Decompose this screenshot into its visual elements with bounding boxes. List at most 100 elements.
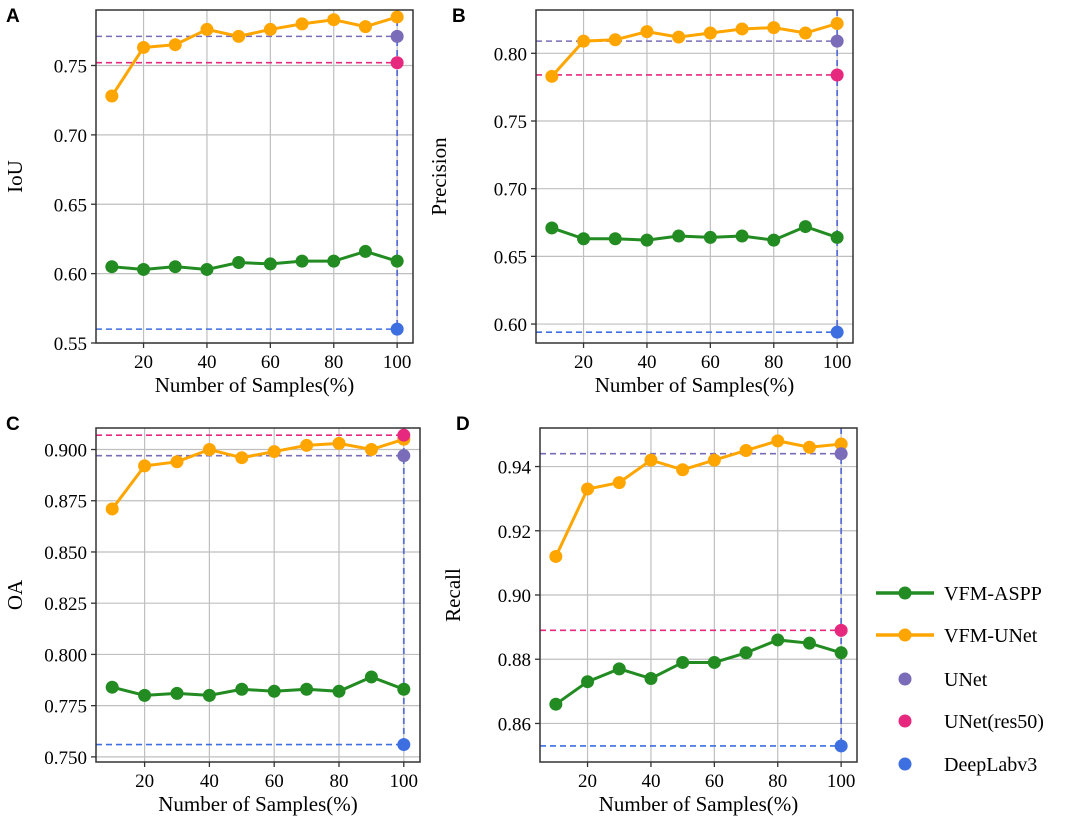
point-vfm-aspp <box>549 697 563 711</box>
point-unet <box>830 34 844 48</box>
legend-marker <box>898 628 912 642</box>
y-tick-label: 0.75 <box>54 57 87 78</box>
y-tick-label: 0.92 <box>498 522 531 543</box>
legend-label: UNet(res50) <box>944 711 1044 733</box>
y-axis-label: OA <box>3 579 27 610</box>
point-vfm-aspp <box>235 682 249 696</box>
x-tick-label: 100 <box>823 352 852 373</box>
point-vfm-unet <box>168 38 182 52</box>
point-vfm-unet <box>138 459 152 473</box>
point-vfm-aspp <box>767 233 781 247</box>
legend-marker <box>898 586 912 600</box>
point-vfm-unet <box>105 89 119 103</box>
y-tick-label: 0.750 <box>44 748 87 769</box>
series-line-vfm-aspp <box>111 249 398 271</box>
y-axis-label: Recall <box>441 568 465 622</box>
point-vfm-aspp <box>608 232 622 246</box>
y-tick-label: 0.70 <box>494 180 527 201</box>
point-vfm-aspp <box>735 229 749 243</box>
x-tick-label: 80 <box>330 771 349 792</box>
panel-b: B 20 40 60 80 100 0.60 0.65 0.70 0.75 0.80 Number o… <box>427 6 854 397</box>
panel-letter: C <box>6 414 20 435</box>
x-tick-label: 40 <box>200 771 219 792</box>
point-vfm-aspp <box>358 244 372 258</box>
point-unet-res50- <box>830 68 844 82</box>
point-vfm-unet <box>170 455 184 469</box>
y-tick-label: 0.94 <box>498 458 532 479</box>
panel-c: C 20 40 60 80 100 0.750 0.775 0.800 0.825 0.850 0.8… <box>3 414 421 816</box>
point-vfm-aspp <box>707 655 721 669</box>
y-tick-label: 0.65 <box>494 247 527 268</box>
x-tick-label: 100 <box>390 771 419 792</box>
axes-frame <box>535 9 854 344</box>
x-tick-label: 40 <box>637 352 656 373</box>
point-vfm-unet <box>798 26 812 40</box>
point-vfm-aspp <box>397 682 411 696</box>
x-tick-label: 40 <box>197 352 216 373</box>
point-vfm-unet <box>577 34 591 48</box>
point-vfm-unet <box>327 13 341 27</box>
x-tick-label: 60 <box>265 771 284 792</box>
point-vfm-unet <box>545 69 559 83</box>
panel-letter: D <box>456 414 470 435</box>
point-vfm-unet <box>364 443 378 457</box>
point-vfm-unet <box>232 29 246 43</box>
point-vfm-aspp <box>703 230 717 244</box>
point-deeplabv3 <box>397 738 411 752</box>
x-tick-label: 80 <box>764 352 783 373</box>
point-vfm-aspp <box>295 254 309 268</box>
x-axis-label: Number of Samples(%) <box>595 373 794 397</box>
y-tick-label: 0.55 <box>54 334 87 355</box>
point-vfm-aspp <box>640 233 654 247</box>
x-tick-label: 40 <box>641 771 660 792</box>
x-tick-label: 80 <box>324 352 343 373</box>
x-tick-label: 20 <box>574 352 593 373</box>
point-vfm-unet <box>640 25 654 39</box>
x-tick-label: 60 <box>261 352 280 373</box>
point-unet-res50- <box>397 428 411 442</box>
point-unet-res50- <box>834 623 848 637</box>
point-vfm-unet <box>105 502 119 516</box>
point-deeplabv3 <box>834 739 848 753</box>
y-tick-label: 0.900 <box>44 441 87 462</box>
point-vfm-unet <box>202 443 216 457</box>
legend-label: UNet <box>944 669 988 691</box>
point-vfm-aspp <box>672 229 686 243</box>
y-tick-label: 0.875 <box>44 492 87 513</box>
x-tick-label: 60 <box>705 771 724 792</box>
series-line-vfm-unet <box>111 437 405 510</box>
point-vfm-unet <box>802 440 816 454</box>
legend: VFM-ASPP VFM-UNet UNet UNet(res50) DeepLabv3 <box>876 583 1044 776</box>
point-vfm-aspp <box>232 256 246 270</box>
point-vfm-aspp <box>581 675 595 689</box>
y-axis-label: IoU <box>3 160 27 193</box>
point-vfm-aspp <box>267 684 281 698</box>
point-vfm-unet <box>739 443 753 457</box>
point-vfm-unet <box>267 445 281 459</box>
x-tick-label: 80 <box>768 771 787 792</box>
point-vfm-aspp <box>137 262 151 276</box>
point-vfm-aspp <box>168 260 182 274</box>
point-vfm-aspp <box>202 688 216 702</box>
panel-d: D 20 40 60 80 100 0.86 0.88 0.90 0.92 0.94 Number o… <box>441 414 858 816</box>
x-axis-label: Number of Samples(%) <box>158 792 357 816</box>
point-vfm-unet <box>676 463 690 477</box>
legend-item-vfm-aspp: VFM-ASPP <box>876 583 1042 605</box>
y-tick-label: 0.60 <box>54 265 87 286</box>
series-line-vfm-aspp <box>551 224 838 242</box>
series-line-vfm-unet <box>554 439 842 558</box>
panel-a: A 20 40 60 80 100 0.55 0.60 0.65 0.70 0.75 Number o… <box>3 6 414 397</box>
point-vfm-aspp <box>834 646 848 660</box>
y-tick-label: 0.850 <box>44 543 87 564</box>
point-vfm-aspp <box>327 254 341 268</box>
point-vfm-aspp <box>545 221 559 235</box>
point-vfm-unet <box>771 434 785 448</box>
y-tick-label: 0.90 <box>498 586 531 607</box>
point-vfm-unet <box>612 476 626 490</box>
point-vfm-aspp <box>771 633 785 647</box>
point-unet <box>834 447 848 461</box>
legend-marker <box>898 757 912 771</box>
panel-letter: A <box>6 6 20 27</box>
axes-frame <box>95 9 414 344</box>
point-vfm-unet <box>332 436 346 450</box>
